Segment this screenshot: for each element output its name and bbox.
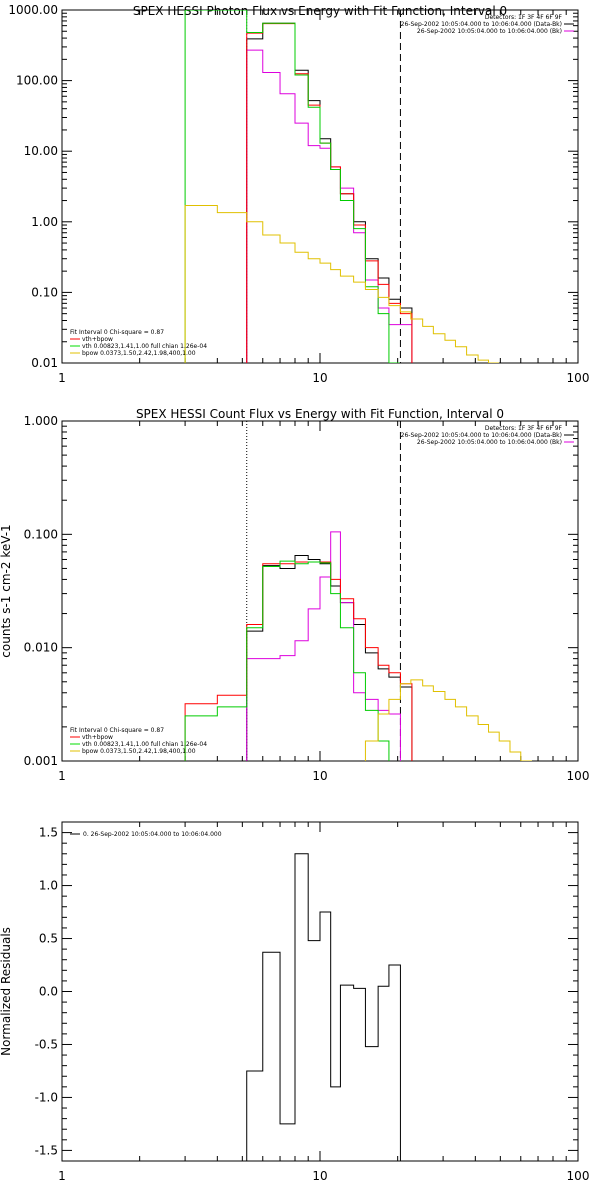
count-flux-panel: SPEX HESSI Count Flux vs Energy with Fit… xyxy=(0,407,589,783)
x-tick-label: 1 xyxy=(58,1169,66,1183)
series-line xyxy=(353,679,543,761)
plot-frame xyxy=(61,9,579,364)
x-tick-label: 100 xyxy=(567,769,590,783)
header-line: 26-Sep-2002 10:05:04.000 to 10:06:04.000… xyxy=(417,439,562,446)
header-line: 26-Sep-2002 10:05:04.000 to 10:06:04.000… xyxy=(401,432,562,439)
chart-title: SPEX HESSI Count Flux vs Energy with Fit… xyxy=(136,407,504,421)
y-tick-label: -0.5 xyxy=(35,1037,58,1051)
header-line: Detectors: 1F 3F 4F 6F 9F xyxy=(485,425,563,432)
residuals-panel: 1 10 100 -1.5 -1.0 -0.5 0.0 0.5 1.0 1.5 Normalized… xyxy=(0,821,590,1183)
x-tick-label: 1 xyxy=(58,371,66,385)
y-tick-label: 0.0 xyxy=(39,985,58,999)
legend-label: 0. 26-Sep-2002 10:05:04.000 to 10:06:04.… xyxy=(83,831,222,838)
series-line xyxy=(246,531,413,761)
plot-area xyxy=(184,10,499,363)
series-line xyxy=(184,205,499,363)
x-tick-label: 1 xyxy=(58,769,66,783)
y-tick-label: 1.5 xyxy=(39,826,58,840)
plot-frame xyxy=(61,821,579,1162)
header-line: 26-Sep-2002 10:05:04.000 to 10:06:04.000… xyxy=(401,21,562,28)
y-tick-label: 1000.00 xyxy=(8,3,58,17)
header-line: 26-Sep-2002 10:05:04.000 to 10:06:04.000… xyxy=(417,28,562,35)
x-tick-label: 100 xyxy=(567,1169,590,1183)
y-tick-label: -1.0 xyxy=(35,1090,58,1104)
plot-area xyxy=(184,421,543,761)
y-tick-label: 100.00 xyxy=(16,74,58,88)
legend-label: vth+bpow xyxy=(82,336,113,343)
y-tick-label: 0.001 xyxy=(24,754,58,768)
legend-label: bpow 0.0373,1.50,2.42,1.98,400,1.00 xyxy=(82,350,196,357)
y-axis-label: Normalized Residuals xyxy=(0,927,13,1056)
legend-label: vth 0.00823,1.41,1.00 full chian 1.26e-0… xyxy=(82,741,207,748)
y-tick-label: 0.01 xyxy=(31,356,58,370)
x-tick-label: 10 xyxy=(312,371,327,385)
y-tick-label: 1.00 xyxy=(31,215,58,229)
series-line xyxy=(246,49,413,363)
series-line xyxy=(246,22,413,363)
x-tick-label: 100 xyxy=(567,371,590,385)
plot-area xyxy=(246,853,412,1161)
y-axis-label: counts s-1 cm-2 keV-1 xyxy=(0,524,13,657)
series-line xyxy=(246,853,412,1161)
y-tick-label: 1.0 xyxy=(39,879,58,893)
y-tick-label: 0.5 xyxy=(39,932,58,946)
legend-label: vth+bpow xyxy=(82,734,113,741)
series-line xyxy=(246,23,413,363)
photon-flux-panel: SPEX HESSI Photon Flux vs Energy with Fi… xyxy=(8,3,589,385)
fit-note: Fit Interval 0 Chi-square = 0.87 xyxy=(70,329,164,336)
legend-label: vth 0.00823,1.41,1.00 full chian 1.26e-0… xyxy=(82,343,207,350)
y-tick-label: 0.10 xyxy=(31,285,58,299)
y-tick-label: 10.00 xyxy=(24,144,58,158)
y-tick-label: 0.010 xyxy=(24,641,58,655)
y-tick-label: -1.5 xyxy=(35,1143,58,1157)
x-tick-label: 10 xyxy=(312,769,327,783)
fit-note: Fit Interval 0 Chi-square = 0.87 xyxy=(70,727,164,734)
y-tick-label: 1.000 xyxy=(24,414,58,428)
series-line xyxy=(184,10,400,363)
x-tick-label: 10 xyxy=(312,1169,327,1183)
y-tick-label: 0.100 xyxy=(24,527,58,541)
legend-label: bpow 0.0373,1.50,2.42,1.98,400,1.00 xyxy=(82,748,196,755)
header-line: Detectors: 1F 3F 4F 6F 9F xyxy=(485,14,563,21)
series-line xyxy=(184,560,401,761)
